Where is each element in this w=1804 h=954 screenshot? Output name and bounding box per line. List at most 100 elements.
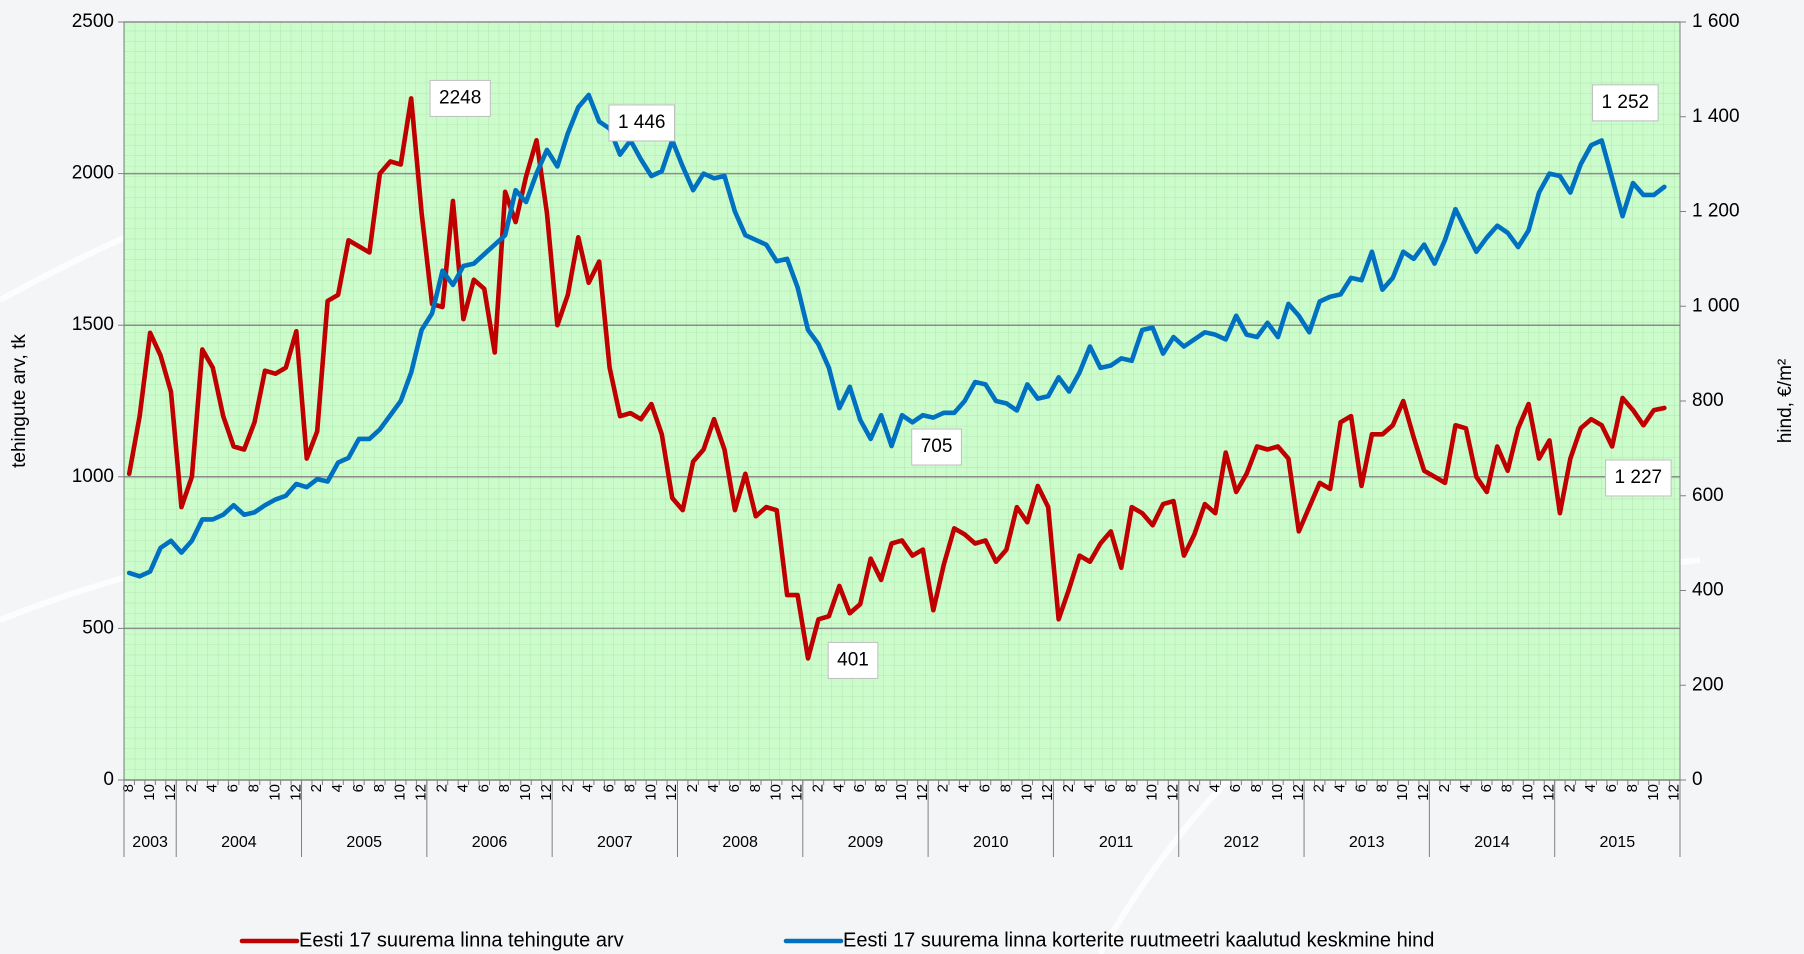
legend-label: Eesti 17 suurema linna tehingute arv [299, 929, 624, 951]
x-tick-label: 10 [893, 784, 910, 801]
x-tick-label: 10 [1269, 784, 1286, 801]
x-tick-label: 8 [997, 784, 1014, 792]
group-label: 2014 [1474, 834, 1510, 851]
x-tick-label: 8 [1499, 784, 1516, 792]
y2-tick-label: 400 [1692, 580, 1724, 601]
x-tick-label: 4 [956, 784, 973, 792]
x-tick-label: 12 [663, 784, 680, 801]
x-tick-label: 2 [684, 784, 701, 792]
group-label: 2004 [221, 834, 257, 851]
group-label: 2009 [848, 834, 884, 851]
x-tick-label: 6 [1352, 784, 1369, 792]
annotation-label: 1 446 [618, 112, 666, 133]
y2-tick-label: 200 [1692, 674, 1724, 695]
x-tick-label: 2 [308, 784, 325, 792]
y2-tick-label: 600 [1692, 485, 1724, 506]
x-tick-label: 10 [392, 784, 409, 801]
x-tick-label: 12 [413, 784, 430, 801]
group-label: 2013 [1349, 834, 1385, 851]
x-tick-label: 12 [1290, 784, 1307, 801]
group-label: 2003 [132, 834, 168, 851]
x-tick-label: 8 [1248, 784, 1265, 792]
group-label: 2015 [1600, 834, 1636, 851]
series-line [126, 96, 1667, 661]
x-tick-label: 10 [1645, 784, 1662, 801]
group-label: 2012 [1224, 834, 1260, 851]
legend-label: Eesti 17 suurema linna korterite ruutmee… [843, 929, 1434, 951]
x-tick-label: 10 [1018, 784, 1035, 801]
x-tick-label: 2 [183, 784, 200, 792]
annotation-label: 2248 [439, 87, 481, 108]
x-tick-label: 4 [830, 784, 847, 792]
y2-tick-label: 1 600 [1692, 11, 1740, 32]
x-tick-label: 8 [246, 784, 263, 792]
annotation-label: 401 [837, 649, 869, 670]
annotation-label: 1 227 [1615, 467, 1663, 488]
annotation-box [827, 641, 879, 679]
annotation: 1 446 [608, 104, 675, 142]
x-tick-label: 6 [977, 784, 994, 792]
annotation-label: 705 [921, 436, 953, 457]
y-tick-label: 2500 [72, 11, 114, 32]
y-tick-label: 1500 [72, 314, 114, 335]
x-tick-label: 8 [371, 784, 388, 792]
x-tick-label: 4 [1582, 784, 1599, 792]
x-tick-label: 10 [266, 784, 283, 801]
x-tick-label: 4 [580, 784, 597, 792]
y2-tick-label: 0 [1692, 769, 1703, 790]
annotation: 1 227 [1605, 459, 1672, 497]
x-tick-label: 2 [935, 784, 952, 792]
x-tick-label: 4 [329, 784, 346, 792]
annotation: 401 [827, 641, 879, 679]
x-tick-label: 6 [1478, 784, 1495, 792]
x-tick-label: 8 [1624, 784, 1641, 792]
x-tick-label: 2 [1561, 784, 1578, 792]
annotation-box [1605, 459, 1672, 497]
y2-tick-label: 1 000 [1692, 295, 1740, 316]
annotation: 2248 [429, 79, 491, 117]
y2-axis-title: hind, €/m² [1775, 359, 1796, 443]
x-tick-label: 2 [1311, 784, 1328, 792]
y2-tick-label: 800 [1692, 390, 1724, 411]
x-tick-label: 10 [1394, 784, 1411, 801]
x-tick-label: 8 [1123, 784, 1140, 792]
x-tick-label: 8 [747, 784, 764, 792]
annotation-box [911, 428, 962, 466]
group-label: 2007 [597, 834, 633, 851]
y2-tick-label: 1 200 [1692, 201, 1740, 222]
x-tick-label: 6 [1227, 784, 1244, 792]
x-tick-label: 2 [559, 784, 576, 792]
group-label: 2005 [346, 834, 382, 851]
x-tick-label: 8 [621, 784, 638, 792]
x-tick-label: 10 [1520, 784, 1537, 801]
x-tick-label: 8 [1373, 784, 1390, 792]
x-tick-label: 4 [1332, 784, 1349, 792]
x-tick-label: 6 [350, 784, 367, 792]
x-tick-label: 12 [1540, 784, 1557, 801]
y2-tick-label: 1 400 [1692, 106, 1740, 127]
x-tick-label: 2 [1060, 784, 1077, 792]
x-tick-label: 10 [768, 784, 785, 801]
x-tick-label: 4 [1081, 784, 1098, 792]
annotation: 1 252 [1592, 84, 1659, 122]
x-tick-label: 2 [433, 784, 450, 792]
x-tick-label: 6 [1603, 784, 1620, 792]
x-tick-label: 12 [538, 784, 555, 801]
y-tick-label: 0 [103, 769, 114, 790]
x-tick-label: 8 [872, 784, 889, 792]
x-tick-label: 12 [162, 784, 179, 801]
annotation: 705 [911, 428, 962, 466]
group-label: 2006 [472, 834, 508, 851]
series-line [126, 92, 1667, 579]
x-tick-label: 10 [1144, 784, 1161, 801]
x-tick-label: 10 [517, 784, 534, 801]
group-label: 2008 [722, 834, 758, 851]
x-tick-label: 8 [496, 784, 513, 792]
x-tick-label: 6 [726, 784, 743, 792]
x-tick-label: 12 [1039, 784, 1056, 801]
y-tick-label: 500 [82, 617, 114, 638]
x-tick-label: 2 [1185, 784, 1202, 792]
x-tick-label: 4 [705, 784, 722, 792]
